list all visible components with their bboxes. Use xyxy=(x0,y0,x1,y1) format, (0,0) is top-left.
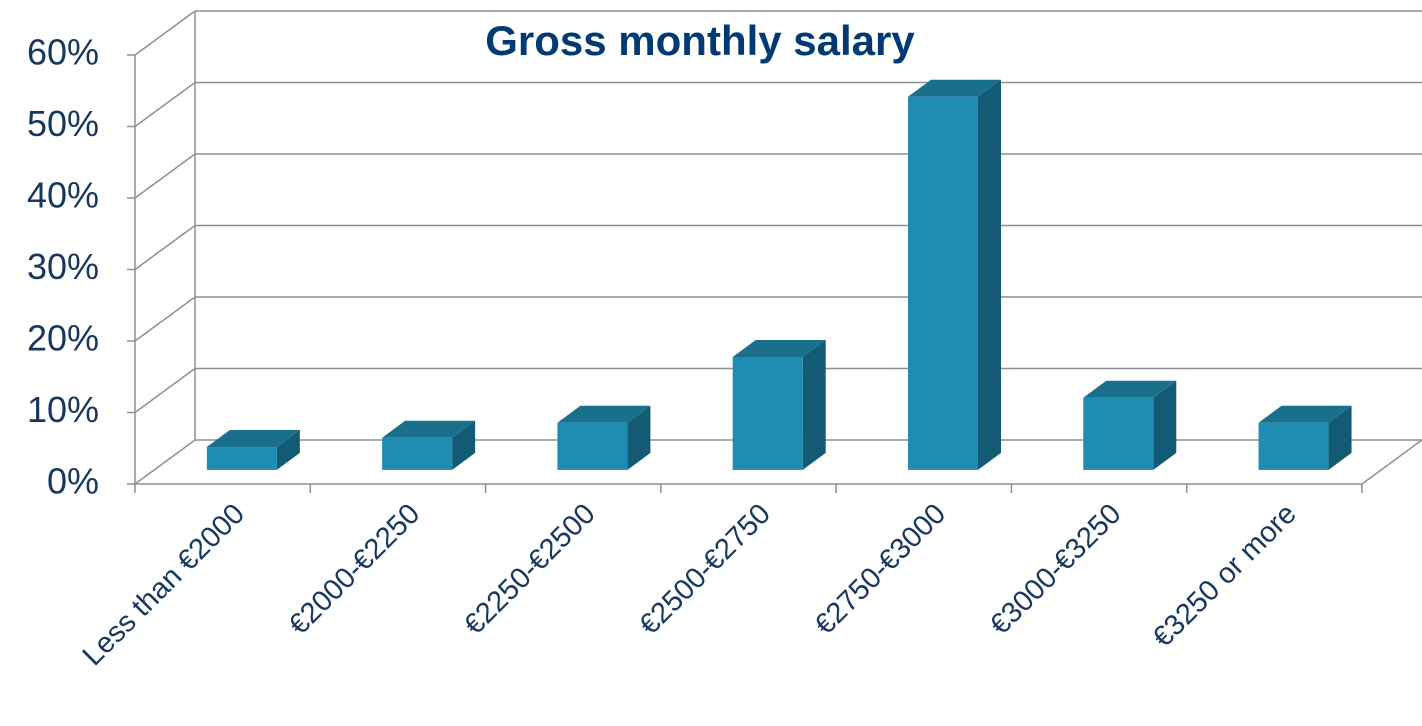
bar-side xyxy=(1153,380,1177,470)
x-tick-label: €2000-€2250 xyxy=(283,498,427,642)
bar xyxy=(907,96,978,470)
y-tick-label: 30% xyxy=(27,246,99,287)
bar-top xyxy=(907,79,1001,97)
floor-edge xyxy=(1361,439,1422,485)
x-tick-label: €3000-€3250 xyxy=(984,498,1128,642)
bar xyxy=(1083,397,1154,470)
bar xyxy=(732,356,803,470)
x-tick-label: Less than €2000 xyxy=(77,498,251,672)
grid-line xyxy=(134,367,196,414)
grid-line xyxy=(134,224,196,271)
y-tick-label: 50% xyxy=(27,103,99,144)
y-tick-label: 60% xyxy=(27,32,99,73)
bar-side xyxy=(627,405,651,470)
grid-line xyxy=(134,296,196,342)
x-tick-label: €3250 or more xyxy=(1147,498,1303,654)
bar-top xyxy=(732,339,826,357)
x-tick-label: €2250-€2500 xyxy=(458,498,602,642)
bar xyxy=(382,437,453,470)
y-tick-label: 20% xyxy=(27,318,99,359)
bar-side xyxy=(452,420,476,470)
chart-title: Gross monthly salary xyxy=(485,17,915,64)
x-tick-label: €2500-€2750 xyxy=(633,498,777,642)
bar xyxy=(557,422,628,470)
grid-line xyxy=(134,10,196,56)
bar-side xyxy=(977,79,1001,470)
bar-top xyxy=(382,420,476,438)
bar xyxy=(1258,422,1329,470)
y-tick-label: 40% xyxy=(27,175,99,216)
grid-line xyxy=(134,153,196,199)
bar-top xyxy=(557,405,651,423)
y-tick-label: 10% xyxy=(27,389,99,430)
y-tick-label: 0% xyxy=(47,461,99,502)
grid-line xyxy=(134,81,196,128)
bar-side xyxy=(276,430,300,470)
x-tick-label: €2750-€3000 xyxy=(809,498,953,642)
bar xyxy=(206,447,277,470)
bar-top xyxy=(1258,405,1352,423)
bar-top xyxy=(1083,380,1177,398)
grid-line xyxy=(134,439,196,485)
bar-top xyxy=(206,430,300,448)
bar-side xyxy=(802,339,826,470)
bar-side xyxy=(1328,405,1352,470)
